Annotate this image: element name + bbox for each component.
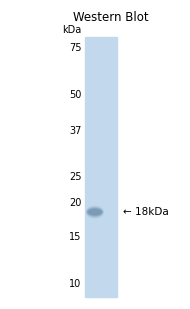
Text: 37: 37 [69,125,82,136]
Text: ← 18kDa: ← 18kDa [123,207,169,217]
Ellipse shape [88,210,101,215]
Ellipse shape [89,210,101,214]
Text: 20: 20 [69,198,82,208]
Text: Western Blot: Western Blot [73,11,149,24]
Ellipse shape [87,208,103,217]
Text: 15: 15 [69,232,82,242]
Text: 25: 25 [69,171,82,182]
Ellipse shape [88,209,102,215]
Ellipse shape [86,206,103,218]
Text: 10: 10 [69,279,82,289]
Text: kDa: kDa [62,25,82,35]
Text: 75: 75 [69,43,82,53]
Text: 50: 50 [69,90,82,100]
Bar [85,37,117,297]
